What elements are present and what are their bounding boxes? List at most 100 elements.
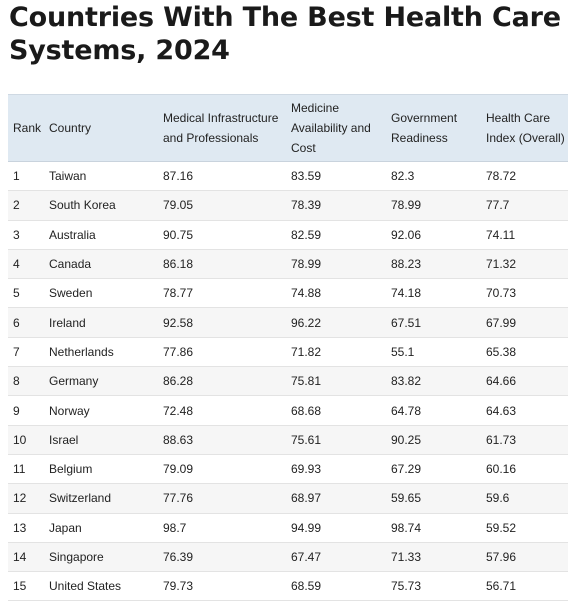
medical-infrastructure-cell: 86.18 [163, 257, 194, 272]
page-title-line-1: Countries With The Best Health Care [9, 2, 561, 33]
column-header-health-care-index: Health Care Index (Overall) [486, 111, 565, 145]
table-header: Rank Country Medical Infrastructure and Pr… [8, 94, 568, 162]
health-care-index-cell: 77.7 [486, 198, 510, 213]
rank-cell: 2 [13, 198, 20, 213]
country-cell: Canada [49, 257, 92, 272]
medicine-availability-cell: 94.99 [291, 520, 322, 535]
page-title: Countries With The Best Health Care Syst… [9, 1, 569, 67]
medicine-availability-cell: 68.68 [291, 403, 322, 418]
column-header-medicine-availability: Medicine Availability and Cost [291, 101, 371, 155]
medicine-availability-cell: 82.59 [291, 227, 322, 242]
health-care-index-cell: 59.6 [486, 491, 510, 506]
column-header-medical-infrastructure: Medical Infrastructure and Professionals [163, 111, 279, 145]
country-cell: Israel [49, 432, 79, 447]
government-readiness-cell: 90.25 [391, 432, 422, 447]
medicine-availability-cell: 67.47 [291, 550, 322, 564]
country-cell: Netherlands [49, 344, 114, 359]
medicine-availability-cell: 68.59 [291, 579, 322, 594]
government-readiness-cell: 83.82 [391, 374, 422, 389]
table-body: 1 Taiwan 87.16 83.59 82.3 78.72 2 South Korea 79… [8, 161, 568, 601]
government-readiness-cell: 75.73 [391, 579, 422, 594]
country-cell: South Korea [49, 198, 116, 213]
table-row: 11 Belgium 79.09 69.93 67.29 60.16 [8, 454, 568, 484]
country-cell: Switzerland [49, 491, 112, 506]
medical-infrastructure-cell: 78.77 [163, 286, 194, 301]
health-care-index-cell: 56.71 [486, 579, 517, 594]
medical-infrastructure-cell: 92.58 [163, 315, 194, 330]
medicine-availability-cell: 78.99 [291, 257, 322, 272]
table-row: 6 Ireland 92.58 96.22 67.51 67.99 [8, 307, 568, 338]
health-care-index-cell: 57.96 [486, 550, 517, 564]
rank-cell: 8 [13, 374, 20, 389]
country-cell: United States [49, 579, 122, 594]
government-readiness-cell: 92.06 [391, 227, 422, 242]
rank-cell: 4 [13, 257, 20, 272]
table-row: 5 Sweden 78.77 74.88 74.18 70.73 [8, 278, 568, 308]
country-cell: Singapore [49, 550, 104, 564]
health-care-index-cell: 61.73 [486, 432, 517, 447]
table-row: 14 Singapore 76.39 67.47 71.33 57.96 [8, 542, 568, 572]
government-readiness-cell: 67.29 [391, 462, 422, 477]
table-row: 9 Norway 72.48 68.68 64.78 64.63 [8, 395, 568, 426]
medicine-availability-cell: 71.82 [291, 344, 322, 359]
medicine-availability-cell: 74.88 [291, 286, 322, 301]
health-care-index-cell: 64.66 [486, 374, 517, 389]
medical-infrastructure-cell: 90.75 [163, 227, 194, 242]
government-readiness-cell: 55.1 [391, 344, 415, 359]
country-cell: Taiwan [49, 169, 87, 184]
rank-cell: 7 [13, 344, 20, 359]
medical-infrastructure-cell: 88.63 [163, 432, 194, 447]
page-title-line-2: Systems, 2024 [9, 35, 230, 66]
table-row: 3 Australia 90.75 82.59 92.06 74.11 [8, 220, 568, 250]
rank-cell: 3 [13, 227, 20, 242]
country-cell: Australia [49, 227, 96, 242]
table-row: 13 Japan 98.7 94.99 98.74 59.52 [8, 513, 568, 543]
table-row: 1 Taiwan 87.16 83.59 82.3 78.72 [8, 161, 568, 191]
government-readiness-cell: 59.65 [391, 491, 422, 506]
table-row: 15 United States 79.73 68.59 75.73 56.71 [8, 571, 568, 601]
health-care-index-cell: 78.72 [486, 169, 517, 184]
rank-cell: 9 [13, 403, 20, 418]
table-row: 2 South Korea 79.05 78.39 78.99 77.7 [8, 190, 568, 221]
country-cell: Belgium [49, 462, 93, 477]
government-readiness-cell: 71.33 [391, 550, 422, 564]
medicine-availability-cell: 68.97 [291, 491, 322, 506]
medical-infrastructure-cell: 79.73 [163, 579, 194, 594]
government-readiness-cell: 88.23 [391, 257, 422, 272]
medical-infrastructure-cell: 87.16 [163, 169, 194, 184]
health-care-index-cell: 59.52 [486, 520, 517, 535]
rank-cell: 13 [13, 520, 27, 535]
government-readiness-cell: 67.51 [391, 315, 422, 330]
health-care-index-cell: 67.99 [486, 315, 517, 330]
rank-cell: 1 [13, 169, 20, 184]
table-header-row: Rank Country Medical Infrastructure and Pr… [8, 94, 568, 162]
rank-cell: 6 [13, 315, 20, 330]
country-cell: Sweden [49, 286, 93, 301]
country-cell: Ireland [49, 315, 86, 330]
rank-cell: 10 [13, 432, 27, 447]
health-care-table: Rank Country Medical Infrastructure and Pr… [8, 94, 568, 601]
column-header-rank: Rank [13, 121, 42, 135]
column-header-country: Country [49, 121, 92, 135]
government-readiness-cell: 78.99 [391, 198, 422, 213]
medical-infrastructure-cell: 72.48 [163, 403, 194, 418]
medicine-availability-cell: 83.59 [291, 169, 322, 184]
medicine-availability-cell: 78.39 [291, 198, 322, 213]
medicine-availability-cell: 75.81 [291, 374, 322, 389]
medical-infrastructure-cell: 98.7 [163, 520, 187, 535]
country-cell: Japan [49, 520, 82, 535]
medicine-availability-cell: 75.61 [291, 432, 322, 447]
health-care-table-container: Rank Country Medical Infrastructure and Pr… [8, 94, 568, 601]
table-row: 8 Germany 86.28 75.81 83.82 64.66 [8, 366, 568, 396]
table-row: 7 Netherlands 77.86 71.82 55.1 65.38 [8, 337, 568, 367]
health-care-index-cell: 70.73 [486, 286, 517, 301]
country-cell: Norway [49, 403, 90, 418]
medical-infrastructure-cell: 79.05 [163, 198, 194, 213]
government-readiness-cell: 82.3 [391, 169, 415, 184]
table-row: 10 Israel 88.63 75.61 90.25 61.73 [8, 425, 568, 455]
rank-cell: 14 [13, 550, 27, 564]
health-care-index-cell: 65.38 [486, 344, 517, 359]
health-care-index-cell: 74.11 [486, 227, 516, 242]
health-care-index-cell: 64.63 [486, 403, 517, 418]
medical-infrastructure-cell: 77.86 [163, 344, 194, 359]
